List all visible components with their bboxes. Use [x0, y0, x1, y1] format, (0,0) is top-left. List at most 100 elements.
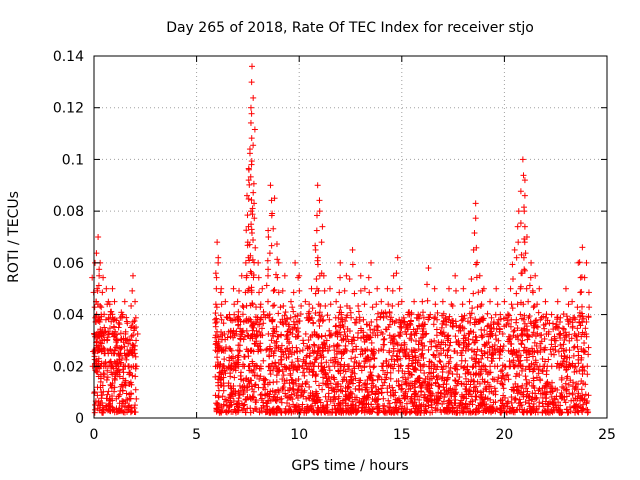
- roti-band-point: [349, 369, 356, 376]
- roti-band-point: [92, 367, 99, 374]
- x-tick-label: 0: [90, 427, 99, 443]
- roti-band-point: [108, 384, 115, 391]
- roti-band-point: [316, 382, 323, 389]
- roti-band-point: [95, 373, 102, 380]
- roti-band-point: [105, 388, 112, 395]
- roti-band-point: [110, 323, 117, 330]
- roti-band-point: [331, 402, 338, 409]
- roti-band-point: [451, 377, 458, 384]
- roti-band-point: [132, 373, 139, 380]
- roti-band-point: [290, 308, 297, 315]
- roti-band-point: [436, 383, 443, 390]
- roti-band-point: [111, 359, 118, 366]
- roti-band-point: [326, 367, 333, 374]
- roti-band-point: [462, 370, 469, 377]
- y-axis-label: ROTI / TECUs: [6, 191, 22, 283]
- roti-band-point: [436, 357, 443, 364]
- roti-band-point: [347, 373, 354, 380]
- roti-band-point: [432, 342, 439, 349]
- roti-band-point: [581, 339, 588, 346]
- roti-band-point: [305, 317, 312, 324]
- roti-band-point: [335, 342, 342, 349]
- roti-band-point: [217, 312, 224, 319]
- y-tick-label: 0.02: [53, 359, 84, 375]
- roti-band-point: [562, 380, 569, 387]
- roti-band-point: [266, 367, 273, 374]
- roti-band-point: [256, 343, 263, 350]
- roti-band-point: [545, 356, 552, 363]
- roti-band-point: [561, 326, 568, 333]
- roti-band-point: [108, 308, 115, 315]
- roti-band-point: [97, 402, 104, 409]
- roti-band-point: [109, 380, 116, 387]
- roti-band-point: [111, 375, 118, 382]
- roti-band-point: [99, 392, 106, 399]
- roti-band-point: [112, 370, 119, 377]
- roti-band-point: [133, 324, 140, 331]
- y-tick-label: 0.14: [53, 49, 84, 65]
- roti-band-point: [300, 340, 307, 347]
- roti-band-point: [131, 405, 138, 412]
- roti-band-point: [112, 344, 119, 351]
- roti-band-point: [128, 381, 135, 388]
- x-tick-label: 20: [495, 427, 513, 443]
- roti-band-point: [118, 336, 125, 343]
- roti-band-point: [326, 327, 333, 334]
- roti-band-point: [104, 391, 111, 398]
- roti-band-point: [121, 409, 128, 416]
- roti-band-point: [474, 346, 481, 353]
- roti-band-point: [105, 406, 112, 413]
- roti-band-point: [289, 359, 296, 366]
- roti-band-point: [348, 367, 355, 374]
- roti-band-point: [406, 335, 413, 342]
- roti-band-point: [100, 388, 107, 395]
- roti-band-point: [115, 393, 122, 400]
- chart-title: Day 265 of 2018, Rate Of TEC Index for r…: [166, 20, 534, 36]
- roti-band-point: [568, 397, 575, 404]
- x-axis-label: GPS time / hours: [291, 458, 408, 474]
- roti-band-point: [349, 398, 356, 405]
- roti-band-point: [119, 408, 126, 415]
- roti-band-point: [111, 384, 118, 391]
- roti-band-point: [121, 404, 128, 411]
- roti-band-point: [125, 404, 132, 411]
- roti-band-point: [434, 309, 441, 316]
- roti-band-point: [127, 395, 134, 402]
- roti-band-point: [300, 337, 307, 344]
- roti-band-point: [377, 313, 384, 320]
- roti-band-point: [580, 347, 587, 354]
- roti-band-point: [547, 346, 554, 353]
- roti-band-point: [332, 323, 339, 330]
- roti-band-point: [536, 386, 543, 393]
- roti-band-point: [575, 390, 582, 397]
- roti-band-point: [357, 351, 364, 358]
- roti-band-point: [491, 376, 498, 383]
- roti-band-point: [501, 376, 508, 383]
- roti-band-point: [104, 374, 111, 381]
- roti-band-point: [126, 369, 133, 376]
- roti-band-point: [312, 378, 319, 385]
- roti-band-point: [129, 372, 136, 379]
- roti-band-point: [103, 376, 110, 383]
- x-tick-label: 10: [290, 427, 308, 443]
- roti-band-point: [98, 395, 105, 402]
- roti-band-point: [130, 332, 137, 339]
- roti-band-point: [133, 395, 140, 402]
- roti-band-point: [116, 369, 123, 376]
- roti-band-point: [103, 402, 110, 409]
- roti-band-point: [439, 369, 446, 376]
- roti-band-point: [352, 375, 359, 382]
- roti-band-point: [318, 313, 325, 320]
- roti-band-point: [445, 346, 452, 353]
- roti-band-point: [126, 391, 133, 398]
- roti-band-point: [113, 405, 120, 412]
- roti-band-point: [91, 406, 98, 413]
- roti-band-point: [543, 311, 550, 318]
- y-tick-label: 0.1: [62, 152, 84, 168]
- roti-band-point: [438, 324, 445, 331]
- roti-band-point: [132, 402, 139, 409]
- roti-band-point: [383, 313, 390, 320]
- roti-band-point: [119, 387, 126, 394]
- roti-band-point: [117, 383, 124, 390]
- roti-band-point: [257, 391, 264, 398]
